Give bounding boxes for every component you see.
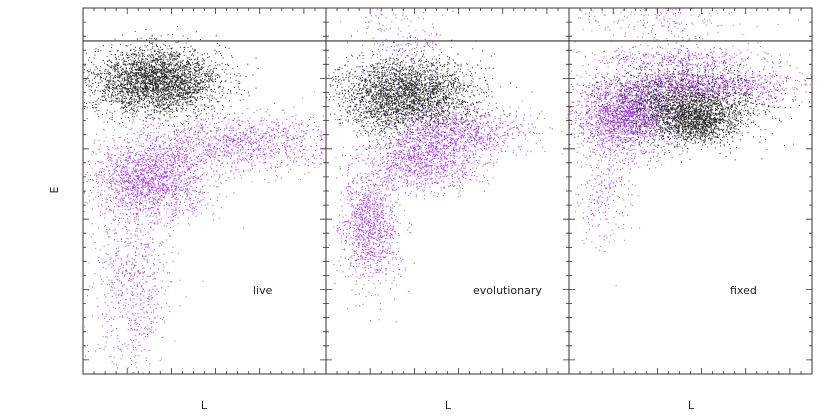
x-axis-label: L <box>445 399 452 412</box>
y-axis-label: E <box>48 186 61 193</box>
scatter-series-violet <box>83 91 327 374</box>
scatter-points <box>83 26 327 374</box>
scatter-points <box>326 8 569 323</box>
scatter-series-violet <box>569 8 812 287</box>
panel-fixed: fixed L <box>568 7 813 412</box>
axis-ticks <box>326 8 569 374</box>
panel-label: live <box>253 284 273 297</box>
axis-ticks <box>83 8 326 374</box>
x-axis-label: L <box>688 399 695 412</box>
panel-evolutionary: evolutionary L <box>325 7 570 412</box>
panel-label: evolutionary <box>473 284 542 297</box>
axis-ticks <box>569 8 812 374</box>
scatter-series-dark <box>570 37 810 166</box>
x-axis-label: L <box>201 399 208 412</box>
tick-marks <box>326 8 569 374</box>
panel-frame <box>568 7 813 375</box>
scatter-series-dark <box>326 39 533 156</box>
scatter-points <box>569 8 812 287</box>
panel-live: live L <box>82 7 327 412</box>
panel-label: fixed <box>730 284 757 297</box>
scatter-series-violet <box>328 8 569 323</box>
tick-marks <box>83 8 326 374</box>
tick-marks <box>569 8 812 374</box>
scatter-series-dark <box>83 26 275 136</box>
